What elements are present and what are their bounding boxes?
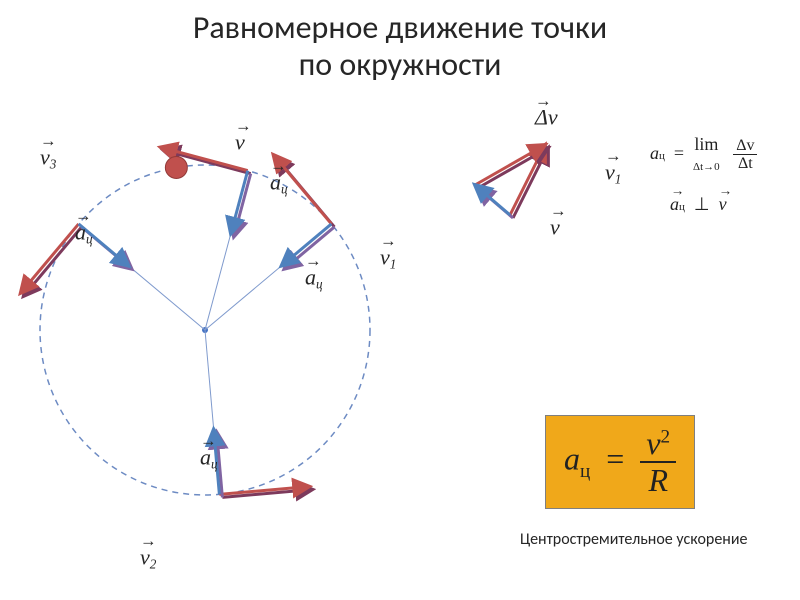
eq-limit-den: Δt xyxy=(733,155,757,173)
vector-label: →v1 xyxy=(605,146,622,187)
eq-perp-right: v xyxy=(719,195,727,215)
eq-limit-lhs-sym: a xyxy=(650,143,659,163)
eq-limit-num: Δv xyxy=(733,137,757,156)
eq-limit-lim-sub: Δt→0 xyxy=(693,161,720,173)
vector-label: →aц xyxy=(75,206,93,247)
vector-label: →aц xyxy=(305,251,323,292)
moving-point xyxy=(165,157,187,179)
vector-label: →v xyxy=(235,116,252,155)
eq-perp-left-sym: a xyxy=(670,194,679,214)
eq-limit-lim: lim xyxy=(694,134,718,154)
formula-num-sym: v xyxy=(646,425,660,461)
diagram-stage: →v→v1→v3→v2→aц→aц→aц→aц→v→v1→Δv xyxy=(0,0,800,600)
eq-limit-lhs-sub: ц xyxy=(659,150,665,162)
caption-centripetal: Центростремительное ускорение xyxy=(520,530,747,549)
formula-centripetal: aц = v2 R xyxy=(545,415,695,509)
vector-label: →Δv xyxy=(534,91,558,130)
vector-label: →aц xyxy=(270,156,288,197)
vector-label: →v1 xyxy=(380,231,397,272)
equation-limit: aц = lim Δt→0 Δv Δt xyxy=(650,135,757,175)
equation-perpendicular: aц ⊥ v xyxy=(670,195,727,215)
formula-den: R xyxy=(640,463,676,498)
vector-label: →v3 xyxy=(40,131,57,172)
eq-perp-left-sub: ц xyxy=(679,201,685,213)
vector-label: →v2 xyxy=(140,531,157,572)
eq-perp-op: ⊥ xyxy=(694,194,710,214)
vector-label: →v xyxy=(550,201,567,240)
formula-lhs-sym: a xyxy=(564,441,580,477)
formula-num-sup: 2 xyxy=(661,426,671,447)
formula-lhs-sub: ц xyxy=(580,461,590,482)
